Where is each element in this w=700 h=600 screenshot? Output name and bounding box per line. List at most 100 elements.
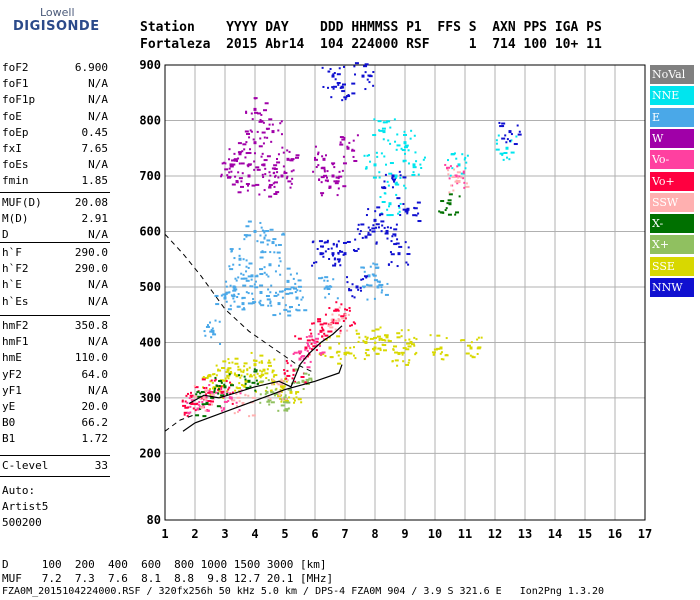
data-pixel-ssw xyxy=(455,179,458,182)
param-key: foF1 xyxy=(2,77,29,91)
data-pixel-sse xyxy=(352,346,355,349)
data-pixel-vo xyxy=(292,352,295,355)
data-pixel-sse xyxy=(227,358,230,361)
legend-vo: Vo+ xyxy=(650,171,694,191)
data-pixel-nne xyxy=(403,130,406,133)
data-pixel-sse xyxy=(293,399,296,402)
data-pixel-nnw xyxy=(516,124,519,127)
data-pixel-ssw xyxy=(279,391,282,394)
data-pixel-w xyxy=(221,162,224,165)
data-pixel-e xyxy=(214,294,219,297)
data-pixel-vo xyxy=(286,374,291,377)
x-tick-label: 2 xyxy=(191,527,198,541)
data-pixel-e xyxy=(275,244,278,247)
param-key: foEp xyxy=(2,125,29,139)
data-pixel-nne xyxy=(369,160,372,163)
data-pixel-vo xyxy=(205,399,208,402)
data-pixel-x xyxy=(216,405,221,408)
data-pixel-vo xyxy=(297,351,302,354)
data-pixel-vo xyxy=(305,336,308,339)
data-point-sse xyxy=(397,352,401,356)
data-pixel-e xyxy=(321,276,324,279)
data-pixel-sse xyxy=(242,369,245,372)
data-pixel-nne xyxy=(455,157,458,160)
data-pixel-nnw xyxy=(330,247,333,250)
data-pixel-sse xyxy=(355,332,360,335)
data-pixel-sse xyxy=(226,390,229,393)
data-point-e xyxy=(250,274,254,278)
data-pixel-vo xyxy=(204,396,207,399)
data-point-e xyxy=(286,279,290,283)
data-pixel-x xyxy=(274,392,279,395)
data-pixel-nnw xyxy=(358,232,361,235)
data-pixel-e xyxy=(247,266,250,269)
data-pixel-e xyxy=(295,308,298,311)
data-pixel-w xyxy=(290,182,293,185)
data-pixel-sse xyxy=(249,373,252,376)
data-pixel-vo xyxy=(194,409,197,412)
data-pixel-vo xyxy=(310,332,313,335)
x-tick-label: 12 xyxy=(488,527,502,541)
data-pixel-vo xyxy=(342,319,345,322)
data-pixel-nnw xyxy=(391,186,394,189)
data-pixel-nne xyxy=(466,154,469,157)
data-pixel-e xyxy=(238,247,241,250)
data-pixel-sse xyxy=(239,376,242,379)
param-fof1: foF1 N/A xyxy=(2,76,108,92)
data-pixel-w xyxy=(268,184,271,187)
data-pixel-ssw xyxy=(452,189,455,192)
data-pixel-vo xyxy=(290,364,293,367)
y-tick-label: 600 xyxy=(139,224,161,238)
data-pixel-e xyxy=(241,308,246,311)
param-key: h`Es xyxy=(2,294,29,308)
data-pixel-e xyxy=(240,272,243,275)
data-pixel-w xyxy=(237,191,242,194)
data-point-nnw xyxy=(364,235,368,239)
data-pixel-e xyxy=(259,268,264,271)
data-pixel-nne xyxy=(417,173,420,176)
data-pixel-sse xyxy=(379,326,382,329)
data-pixel-x xyxy=(445,207,448,210)
data-pixel-sse xyxy=(215,364,218,367)
parameter-separator xyxy=(0,242,110,243)
data-pixel-e xyxy=(293,287,298,290)
data-pixel-nnw xyxy=(346,276,349,279)
data-pixel-x xyxy=(448,193,453,196)
data-point-nne xyxy=(505,146,509,150)
data-pixel-vo xyxy=(223,400,228,403)
data-pixel-sse xyxy=(237,365,240,368)
data-pixel-e xyxy=(204,334,207,337)
data-pixel-sse xyxy=(271,371,274,374)
data-pixel-nnw xyxy=(348,289,353,292)
data-pixel-ssw xyxy=(344,313,347,316)
data-pixel-nnw xyxy=(335,243,338,246)
data-pixel-ssw xyxy=(329,326,334,329)
data-point-nne xyxy=(388,202,392,206)
data-pixel-e xyxy=(275,291,278,294)
data-pixel-e xyxy=(219,343,222,346)
data-pixel-sse xyxy=(378,339,381,342)
data-pixel-sse xyxy=(219,390,222,393)
data-pixel-vo xyxy=(231,402,234,405)
data-pixel-w xyxy=(335,180,340,183)
data-pixel-vo xyxy=(292,373,295,376)
data-pixel-w xyxy=(262,142,265,145)
data-pixel-sse xyxy=(237,368,242,371)
data-pixel-w xyxy=(339,136,344,139)
param-value: N/A xyxy=(88,77,108,91)
data-pixel-sse xyxy=(279,389,282,392)
data-pixel-e xyxy=(215,303,220,306)
data-pixel-w xyxy=(264,167,267,170)
data-pixel-sse xyxy=(262,373,265,376)
data-pixel-nnw xyxy=(341,86,344,89)
data-pixel-vo xyxy=(319,344,322,347)
data-pixel-e xyxy=(294,291,297,294)
data-pixel-vo xyxy=(285,359,288,362)
data-pixel-sse xyxy=(408,338,411,341)
data-pixel-e xyxy=(254,286,259,289)
data-pixel-nnw xyxy=(364,63,369,66)
data-pixel-vo xyxy=(348,309,351,312)
param-he: h`E N/A xyxy=(2,277,108,293)
data-pixel-e xyxy=(225,280,228,283)
data-pixel-nnw xyxy=(354,62,359,65)
